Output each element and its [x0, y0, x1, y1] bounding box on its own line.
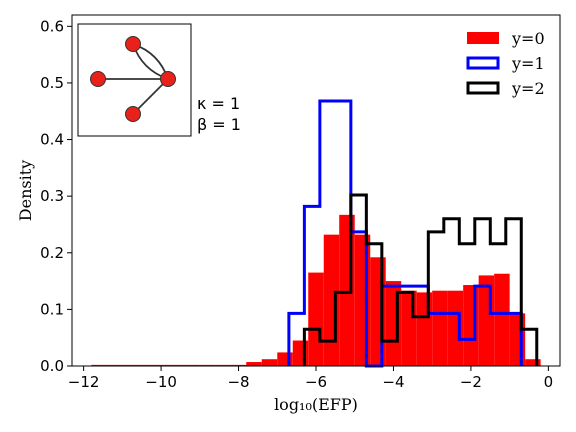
- inset-node-right: [160, 71, 176, 87]
- bar-y=0-18: [370, 257, 386, 366]
- inset-node-top: [125, 36, 141, 52]
- bar-y=0-7: [199, 364, 216, 366]
- legend-swatch-y=2: [466, 81, 500, 95]
- bar-y=0-28: [525, 359, 541, 366]
- x-tick-label: 0: [544, 373, 554, 391]
- bar-y=0-15: [323, 234, 340, 366]
- bar-y=0-17: [354, 234, 371, 366]
- filled-bars-layer: [91, 214, 541, 366]
- bar-y=0-4: [153, 364, 169, 366]
- bar-y=0-9: [230, 364, 247, 366]
- y-axis-ticks: 0.0 0.1 0.2 0.3 0.4 0.5 0.6: [40, 17, 72, 375]
- bar-y=0-25: [478, 275, 495, 366]
- bar-y=0-24: [463, 285, 479, 366]
- bar-y=0-11: [261, 359, 278, 366]
- y-tick-label: 0.3: [40, 187, 64, 205]
- x-tick-label: −8: [227, 373, 249, 391]
- bar-y=0-12: [277, 352, 293, 366]
- inset-node-left: [90, 71, 106, 87]
- step-lines-layer: [287, 99, 539, 368]
- y-tick-label: 0.0: [40, 357, 64, 375]
- graph-inset: [77, 23, 192, 137]
- y-tick-label: 0.2: [40, 244, 64, 262]
- legend-label-y=2: y=2: [511, 79, 545, 98]
- parameter-annotation: κ = 1 β = 1: [197, 94, 241, 134]
- x-tick-label: −4: [382, 373, 404, 391]
- y-tick-label: 0.5: [40, 74, 64, 92]
- x-tick-label: −10: [145, 373, 177, 391]
- bar-y=0-6: [184, 364, 200, 366]
- bar-y=0-20: [401, 290, 417, 366]
- x-tick-label: −2: [460, 373, 482, 391]
- bar-y=0-16: [339, 214, 355, 366]
- legend: y=0 y=1 y=2: [466, 29, 545, 98]
- legend-swatch-y=0: [467, 32, 499, 44]
- bar-y=0-21: [416, 292, 433, 366]
- legend-label-y=1: y=1: [511, 54, 545, 73]
- bar-y=0-1: [106, 364, 123, 366]
- x-axis-label: log₁₀(EFP): [274, 395, 358, 414]
- inset-edge-bottom-right: [132, 78, 169, 115]
- x-axis-ticks: −12 −10 −8 −6 −4 −2 0: [68, 366, 553, 391]
- bar-y=0-2: [122, 364, 138, 366]
- bar-y=0-27: [509, 313, 526, 366]
- bar-y=0-13: [292, 340, 309, 366]
- bar-y=0-23: [447, 290, 464, 366]
- bar-y=0-22: [432, 290, 448, 366]
- legend-swatch-y=1: [466, 56, 500, 70]
- bar-y=0-3: [137, 364, 154, 366]
- bar-y=0-0: [91, 364, 107, 366]
- inset-node-bottom: [125, 106, 141, 122]
- y-axis-label: Density: [16, 160, 35, 221]
- x-tick-label: −12: [68, 373, 100, 391]
- y-tick-label: 0.6: [40, 17, 64, 35]
- bar-y=0-5: [168, 364, 185, 366]
- x-tick-label: −6: [305, 373, 327, 391]
- bar-y=0-8: [215, 364, 231, 366]
- y-tick-label: 0.4: [40, 131, 64, 149]
- parameter-line: β = 1: [197, 115, 241, 134]
- bar-y=0-14: [308, 272, 324, 366]
- parameter-line: κ = 1: [197, 94, 240, 113]
- series-line-y=2: [302, 193, 539, 366]
- legend-label-y=0: y=0: [511, 29, 545, 48]
- bar-y=0-26: [494, 273, 510, 366]
- bar-y=0-10: [246, 362, 262, 366]
- y-tick-label: 0.1: [40, 300, 64, 318]
